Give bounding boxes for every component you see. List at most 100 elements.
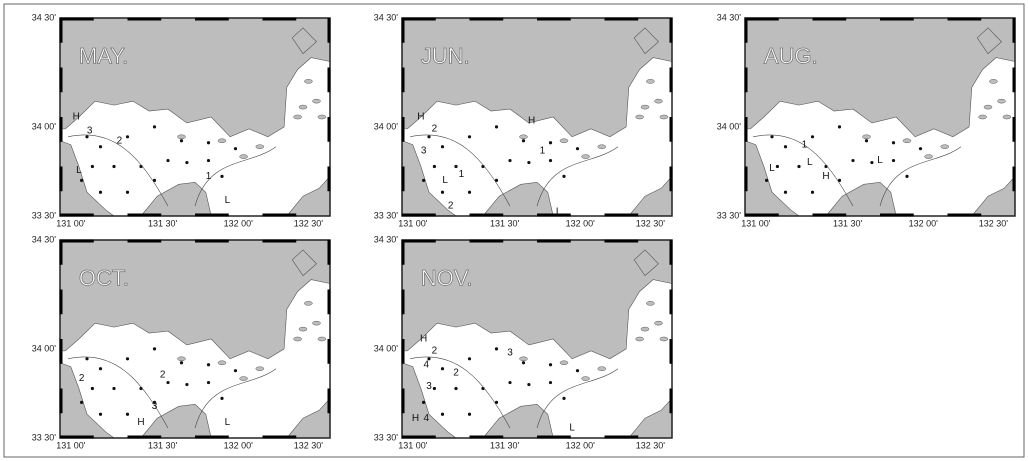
- lat-label: 33 30': [717, 210, 742, 220]
- island: [659, 336, 669, 342]
- lon-label: 131 30': [490, 218, 520, 228]
- map-panel: MAY. H3 2 L 1 L 34 30' 34 00' 33 30'131 00' 131 3…: [32, 12, 331, 228]
- contour-label: 2: [160, 369, 166, 380]
- island: [298, 326, 308, 332]
- contour: [753, 134, 854, 207]
- station: [810, 135, 815, 139]
- island: [1002, 114, 1012, 120]
- station: [454, 386, 458, 391]
- station: [837, 125, 842, 129]
- station: [548, 141, 553, 145]
- contour: [410, 356, 511, 429]
- station: [90, 386, 94, 391]
- island: [177, 134, 186, 140]
- lon-label: 132 30': [636, 440, 666, 450]
- station: [521, 361, 526, 365]
- lon-label: 131 00': [741, 218, 771, 228]
- lat-label: 33 30': [374, 210, 399, 220]
- island: [298, 104, 308, 110]
- station: [152, 347, 157, 351]
- station: [179, 139, 184, 143]
- lat-label: 34 30': [374, 234, 399, 244]
- station: [166, 158, 170, 163]
- station: [783, 190, 788, 194]
- station: [851, 158, 855, 163]
- station: [891, 141, 896, 145]
- island: [304, 79, 313, 84]
- panel-label: JUN.: [421, 43, 470, 68]
- island: [902, 138, 912, 144]
- station: [125, 190, 130, 194]
- island: [293, 114, 302, 120]
- island: [559, 138, 569, 144]
- contour: [194, 368, 277, 429]
- island: [312, 320, 321, 326]
- station: [152, 125, 157, 129]
- lon-label: 132 00': [566, 440, 596, 450]
- contour-label: L: [807, 157, 813, 168]
- island: [177, 356, 186, 362]
- contour-label: 3: [87, 126, 93, 137]
- station: [440, 367, 445, 371]
- station: [440, 190, 445, 194]
- contour-label: L: [769, 163, 775, 174]
- station: [90, 164, 94, 169]
- station: [494, 125, 499, 129]
- station: [233, 147, 238, 151]
- station: [548, 158, 553, 163]
- station: [765, 178, 769, 182]
- lon-label: 132 30': [294, 440, 324, 450]
- contour-label: 3: [426, 381, 432, 392]
- contour-label: 2: [448, 201, 454, 212]
- lat-label: 34 00': [717, 121, 742, 131]
- island: [597, 366, 607, 371]
- land: [401, 17, 673, 138]
- contour-label: L: [225, 417, 231, 428]
- island: [217, 138, 227, 144]
- station: [422, 178, 426, 182]
- island: [559, 360, 569, 366]
- lat-label: 34 30': [32, 12, 57, 22]
- station: [80, 178, 84, 182]
- contour-label: 1: [206, 171, 212, 182]
- island: [312, 98, 321, 104]
- contour-label: H: [420, 334, 427, 345]
- station: [220, 396, 224, 400]
- station: [562, 174, 566, 178]
- station: [125, 357, 130, 361]
- lon-label: 131 00': [56, 440, 86, 450]
- island: [646, 79, 655, 84]
- lat-label: 33 30': [32, 210, 57, 220]
- contour-label: 2: [79, 373, 85, 384]
- station: [775, 164, 779, 169]
- panel-label: MAY.: [79, 43, 128, 68]
- contour-label: 1: [459, 169, 465, 180]
- lon-label: 131 00': [398, 218, 428, 228]
- lon-label: 132 30': [636, 218, 666, 228]
- station: [440, 145, 445, 149]
- land: [976, 27, 1002, 55]
- station: [98, 190, 103, 194]
- station: [454, 164, 458, 169]
- station: [562, 396, 566, 400]
- island: [635, 336, 644, 342]
- contour-label: 2: [453, 367, 459, 378]
- station: [548, 380, 553, 385]
- island: [640, 326, 650, 332]
- lon-label: 132 30': [979, 218, 1009, 228]
- lat-label: 34 00': [374, 343, 399, 353]
- lat-label: 34 30': [32, 234, 57, 244]
- station: [432, 386, 436, 391]
- island: [940, 144, 950, 149]
- station: [233, 369, 238, 373]
- station: [575, 369, 580, 373]
- island: [255, 366, 265, 371]
- island: [217, 360, 227, 366]
- station: [98, 367, 103, 371]
- contour-label: 3: [152, 401, 158, 412]
- lon-label: 131 30': [148, 440, 178, 450]
- island: [983, 104, 993, 110]
